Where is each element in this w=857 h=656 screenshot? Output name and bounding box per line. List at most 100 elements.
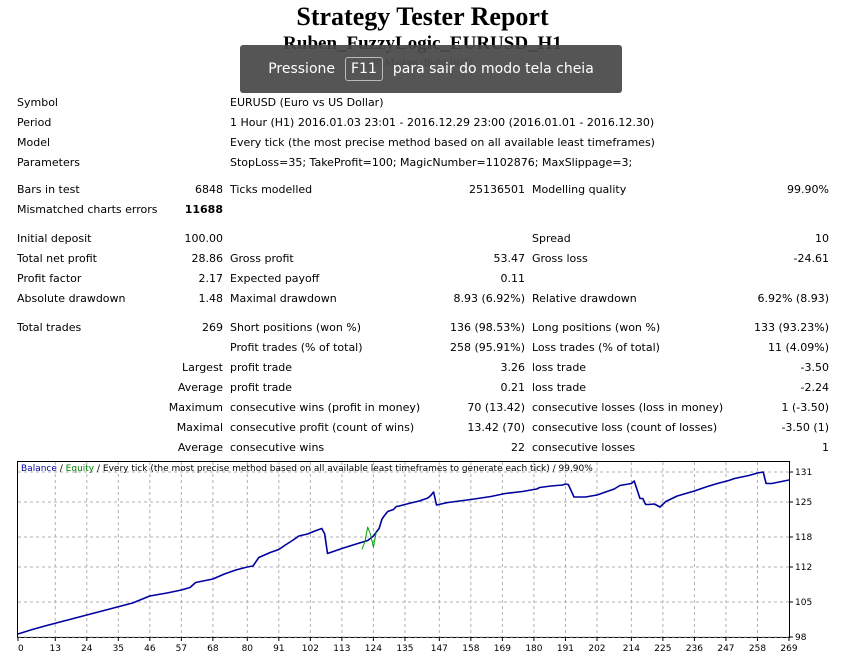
x-tick-label: 24: [81, 644, 93, 654]
x-tick-label: 46: [144, 644, 156, 654]
chart-lines: [17, 471, 790, 635]
symbol-value: EURUSD (Euro vs US Dollar): [230, 96, 384, 109]
profit-trades-value: 258 (95.91%): [449, 341, 525, 354]
profit-factor-value: 2.17: [198, 272, 224, 285]
model-label: Model: [17, 136, 51, 149]
average-label: Average: [177, 381, 223, 394]
deposit-value: 100.00: [184, 232, 224, 245]
fullscreen-toast: Pressione F11 para sair do modo tela che…: [240, 45, 622, 93]
largest-profit-label: profit trade: [230, 361, 293, 374]
ticks-value: 25136501: [469, 183, 525, 196]
max-cons-wins-value: 70 (13.42): [467, 401, 525, 414]
mismatch-label: Mismatched charts errors: [17, 203, 158, 216]
x-tick-label: 102: [302, 644, 319, 654]
total-trades-label: Total trades: [17, 321, 82, 334]
average-cons-label: Average: [177, 441, 223, 454]
x-tick-label: 236: [686, 644, 703, 654]
x-tick-label: 258: [749, 644, 766, 654]
chart-plot-frame: [17, 461, 790, 638]
parameters-value: StopLoss=35; TakeProfit=100; MagicNumber…: [230, 156, 633, 169]
x-tick-label: 269: [780, 644, 797, 654]
largest-loss-value: -3.50: [800, 361, 829, 374]
average-profit-label: profit trade: [230, 381, 293, 394]
profit-factor-label: Profit factor: [17, 272, 82, 285]
mismatch-value: 11688: [184, 203, 223, 216]
spread-label: Spread: [532, 232, 571, 245]
x-tick-label: 169: [494, 644, 511, 654]
legend-equity: Equity: [65, 464, 95, 474]
absolute-drawdown-label: Absolute drawdown: [17, 292, 126, 305]
maximal-label: Maximal: [176, 421, 223, 434]
max-cons-losses-label: consecutive losses (loss in money): [532, 401, 724, 414]
chart-grid: [18, 462, 789, 638]
x-tick-label: 180: [525, 644, 542, 654]
x-tick-label: 147: [431, 644, 448, 654]
x-tick-label: 124: [365, 644, 382, 654]
ticks-label: Ticks modelled: [230, 183, 313, 196]
y-tick-label: 125: [795, 498, 812, 508]
avg-cons-wins-value: 22: [511, 441, 525, 454]
period-value: 1 Hour (H1) 2016.01.03 23:01 - 2016.12.2…: [230, 116, 655, 129]
gross-profit-label: Gross profit: [230, 252, 294, 265]
legend-rest: / Every tick (the most precise method ba…: [94, 464, 593, 474]
toast-prefix: Pressione: [268, 61, 335, 77]
gross-loss-label: Gross loss: [532, 252, 588, 265]
chart-legend: Balance / Equity / Every tick (the most …: [21, 464, 593, 474]
toast-suffix: para sair do modo tela cheia: [392, 61, 594, 77]
model-value: Every tick (the most precise method base…: [230, 136, 655, 149]
x-tick-label: 68: [207, 644, 219, 654]
y-axis-ticks: 98 105 112 118 125 131: [789, 468, 812, 643]
short-positions-value: 136 (98.53%): [449, 321, 525, 334]
average-loss-label: loss trade: [532, 381, 587, 394]
x-tick-label: 158: [462, 644, 479, 654]
bars-value: 6848: [195, 183, 223, 196]
long-positions-value: 133 (93.23%): [753, 321, 829, 334]
maximal-loss-label: consecutive loss (count of losses): [532, 421, 718, 434]
maximum-label: Maximum: [168, 401, 223, 414]
y-tick-label: 105: [795, 598, 812, 608]
x-tick-label: 13: [50, 644, 61, 654]
x-axis-ticks: 0 13 24 35 46 57 68 80 91 102 113 124 135 147 158 169 18…: [17, 637, 798, 654]
report-title: Strategy Tester Report: [296, 2, 549, 31]
x-tick-label: 225: [654, 644, 671, 654]
profit-trades-label: Profit trades (% of total): [230, 341, 363, 354]
max-cons-losses-value: 1 (-3.50): [781, 401, 829, 414]
avg-cons-wins-label: consecutive wins: [230, 441, 325, 454]
expected-payoff-label: Expected payoff: [230, 272, 320, 285]
x-tick-label: 35: [113, 644, 124, 654]
spread-value: 10: [815, 232, 829, 245]
largest-profit-value: 3.26: [500, 361, 526, 374]
x-tick-label: 57: [176, 644, 187, 654]
max-cons-wins-label: consecutive wins (profit in money): [230, 401, 421, 414]
x-tick-label: 191: [557, 644, 574, 654]
largest-label: Largest: [182, 361, 223, 374]
x-tick-label: 91: [273, 644, 284, 654]
absolute-drawdown-value: 1.48: [198, 292, 224, 305]
short-positions-label: Short positions (won %): [230, 321, 362, 334]
period-label: Period: [17, 116, 52, 129]
x-tick-label: 80: [242, 644, 254, 654]
y-tick-label: 112: [795, 563, 812, 573]
maximal-profit-label: consecutive profit (count of wins): [230, 421, 415, 434]
x-tick-label: 135: [396, 644, 413, 654]
quality-label: Modelling quality: [532, 183, 627, 196]
net-profit-value: 28.86: [191, 252, 224, 265]
relative-drawdown-label: Relative drawdown: [532, 292, 637, 305]
avg-cons-losses-value: 1: [822, 441, 829, 454]
maximal-loss-value: -3.50 (1): [781, 421, 829, 434]
y-tick-label: 118: [795, 533, 812, 543]
legend-sep: /: [56, 464, 66, 474]
x-tick-label: 247: [717, 644, 734, 654]
symbol-label: Symbol: [17, 96, 58, 109]
y-tick-label: 131: [795, 468, 812, 478]
balance-chart: 0 13 24 35 46 57 68 80 91 102 113 124 135 147 158 169 18…: [17, 461, 812, 654]
long-positions-label: Long positions (won %): [532, 321, 661, 334]
total-trades-value: 269: [202, 321, 223, 334]
bars-label: Bars in test: [17, 183, 80, 196]
x-tick-label: 0: [18, 644, 24, 654]
avg-cons-losses-label: consecutive losses: [532, 441, 636, 454]
gross-profit-value: 53.47: [493, 252, 526, 265]
quality-value: 99.90%: [787, 183, 829, 196]
average-profit-value: 0.21: [500, 381, 526, 394]
toast-key: F11: [345, 57, 383, 81]
